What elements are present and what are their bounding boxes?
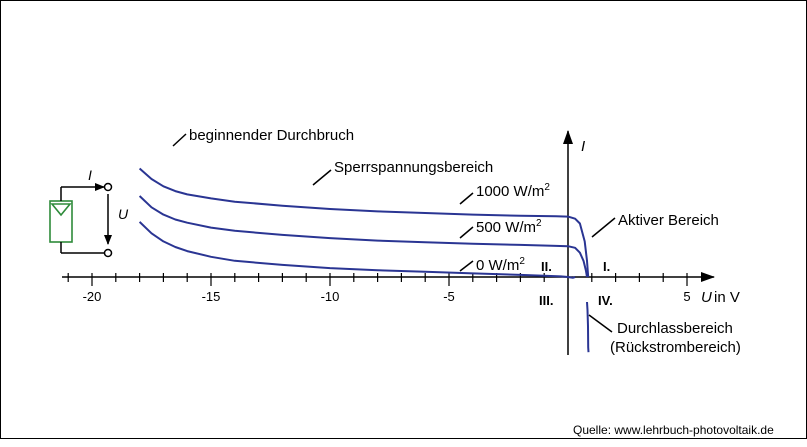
annotation-forward-region-sub: (Rückstrombereich) xyxy=(610,339,741,356)
quadrant-label-1: I. xyxy=(603,259,610,274)
x-axis-ticks xyxy=(67,273,688,286)
solar-cell-icon xyxy=(49,200,73,243)
series-leader-500 xyxy=(459,226,474,239)
quadrant-label-2: II. xyxy=(541,259,552,274)
solar-cell-circuit-icon: I U xyxy=(49,167,129,258)
quadrant-label-3: III. xyxy=(539,293,553,308)
series-leader-0 xyxy=(459,260,474,272)
x-tick-label: -10 xyxy=(321,289,340,304)
x-axis-tick-labels: -20 -15 -10 -5 5 xyxy=(83,289,691,304)
series-line-1 xyxy=(138,195,588,278)
circuit-current-label: I xyxy=(88,167,92,183)
quadrant-label-4: IV. xyxy=(598,293,613,308)
source-credit: Quelle: www.lehrbuch-photovoltaik.de xyxy=(573,423,774,437)
x-axis-unit: in V xyxy=(714,289,740,306)
series-line-2 xyxy=(138,221,576,279)
breakdown-leader xyxy=(172,133,187,147)
annotation-breakdown: beginnender Durchbruch xyxy=(189,127,354,144)
series-label-1000: 1000 W/m2 xyxy=(476,182,550,200)
active-region-leader xyxy=(591,217,616,238)
x-tick-label: -5 xyxy=(443,289,455,304)
annotation-active-region: Aktiver Bereich xyxy=(618,212,719,229)
y-axis-label: I xyxy=(581,138,585,155)
series-line-0 xyxy=(138,167,590,278)
circuit-voltage-label: U xyxy=(118,206,129,222)
x-tick-label: 5 xyxy=(683,289,690,304)
x-tick-label: -20 xyxy=(83,289,102,304)
reverse-region-leader xyxy=(312,169,332,186)
x-axis-symbol: U xyxy=(701,289,712,306)
annotation-reverse-region: Sperrspannungsbereich xyxy=(334,159,493,176)
forward-region-leader xyxy=(588,314,613,333)
series-label-500: 500 W/m2 xyxy=(476,218,542,236)
series-label-0: 0 W/m2 xyxy=(476,256,525,274)
x-tick-label: -15 xyxy=(202,289,221,304)
iv-curves xyxy=(138,167,590,353)
series-leader-1000 xyxy=(459,192,474,205)
terminal-top xyxy=(103,182,113,192)
annotation-forward-region: Durchlassbereich xyxy=(617,320,733,337)
forward-branch-line xyxy=(586,301,590,353)
diode-symbol xyxy=(50,203,72,217)
terminal-bottom xyxy=(103,248,113,258)
